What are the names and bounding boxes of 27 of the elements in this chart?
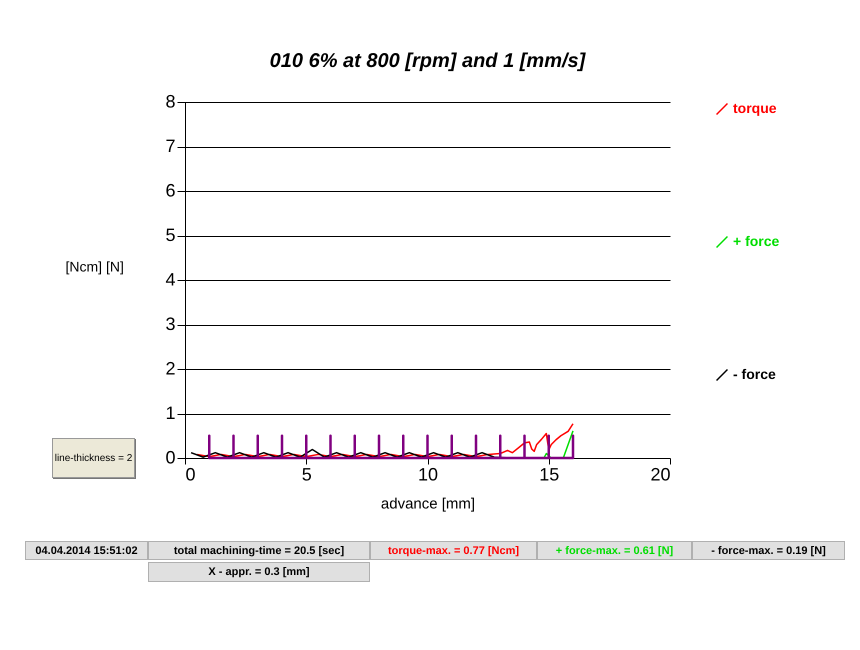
x-tick-label: 0: [186, 464, 196, 484]
y-tick-label: 3: [165, 314, 176, 334]
x-tick-label: 5: [302, 464, 312, 484]
text: X - appr. = 0.3 [mm]: [148, 562, 370, 582]
y-tick-label: 0: [165, 448, 176, 468]
text: 04.04.2014 15:51:02: [25, 541, 148, 560]
legend-label: - force: [733, 366, 776, 382]
x-tick-label: 20: [650, 464, 670, 484]
y-tick-label: 4: [165, 270, 176, 290]
x-tick-label: 15: [539, 464, 560, 484]
y-tick-label: 6: [165, 180, 176, 200]
y-tick-label: 5: [165, 225, 176, 245]
text: + force-max. = 0.61 [N]: [537, 541, 692, 560]
text: - force-max. = 0.19 [N]: [692, 541, 845, 560]
y-axis-title: [Ncm] [N]: [66, 258, 124, 274]
y-tick-label: 7: [165, 136, 176, 156]
y-tick-label: 8: [165, 92, 176, 112]
text: line-thickness = 2: [52, 438, 135, 478]
legend-label: + force: [733, 233, 780, 249]
x-axis-title: advance [mm]: [380, 496, 476, 512]
y-tick-label: 1: [165, 403, 176, 423]
chart-title: 010 6% at 800 [rpm] and 1 [mm/s]: [270, 50, 587, 72]
text: total machining-time = 20.5 [sec]: [148, 541, 370, 560]
x-tick-label: 10: [418, 464, 438, 484]
y-tick-label: 2: [165, 358, 176, 378]
text: torque-max. = 0.77 [Ncm]: [370, 541, 537, 560]
legend-label: torque: [733, 100, 777, 116]
